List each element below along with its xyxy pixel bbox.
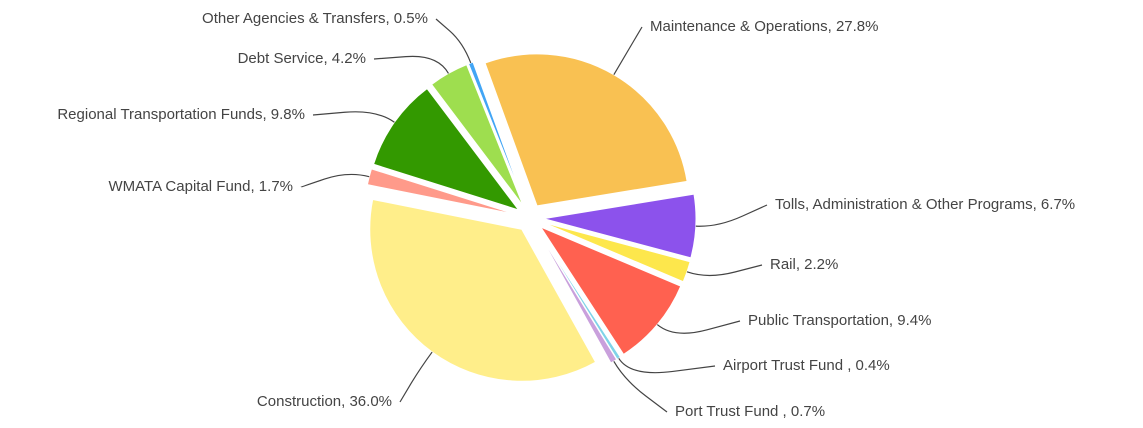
data-label: Debt Service, 4.2% [238, 50, 366, 67]
data-label: Maintenance & Operations, 27.8% [650, 18, 878, 35]
pie-slice [484, 53, 688, 207]
data-label: WMATA Capital Fund, 1.7% [108, 178, 293, 195]
leader-line [613, 26, 643, 76]
leader-line [373, 55, 449, 74]
data-label: Port Trust Fund , 0.7% [675, 403, 825, 420]
leader-line [312, 111, 395, 123]
pie-slice [539, 225, 682, 356]
leader-line [618, 357, 716, 374]
pie-slice [369, 198, 597, 382]
data-label: Public Transportation, 9.4% [748, 312, 931, 329]
data-label: Regional Transportation Funds, 9.8% [57, 106, 305, 123]
leader-line [686, 264, 763, 277]
data-label: Other Agencies & Transfers, 0.5% [202, 10, 428, 27]
leader-line [656, 320, 741, 334]
leader-line [435, 18, 472, 64]
data-label: Rail, 2.2% [770, 256, 838, 273]
leader-line [300, 173, 370, 188]
pie-slice [536, 229, 618, 364]
leader-line [399, 351, 433, 403]
pie-slice [543, 193, 697, 259]
data-label: Tolls, Administration & Other Programs, … [775, 196, 1075, 213]
data-label: Airport Trust Fund , 0.4% [723, 357, 890, 374]
data-label: Construction, 36.0% [257, 393, 392, 410]
leader-line [613, 360, 668, 413]
leader-line [695, 204, 768, 227]
